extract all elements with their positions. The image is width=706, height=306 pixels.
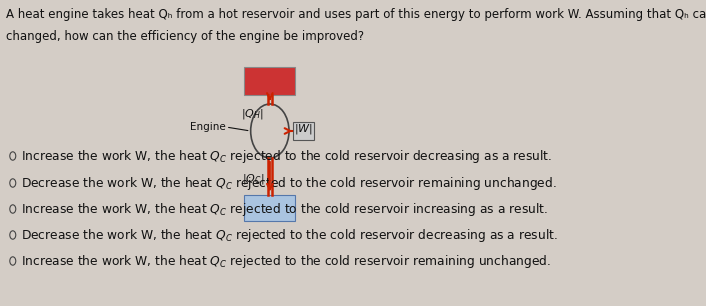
Text: $|Q_C|$: $|Q_C|$ — [241, 172, 264, 186]
Bar — [244, 67, 295, 95]
Text: $|Q_H|$: $|Q_H|$ — [241, 106, 264, 121]
Text: A heat engine takes heat Qₕ from a hot reservoir and uses part of this energy to: A heat engine takes heat Qₕ from a hot r… — [6, 8, 706, 21]
Text: Increase the work W, the heat $Q_C$ rejected to the cold reservoir decreasing as: Increase the work W, the heat $Q_C$ reje… — [21, 147, 552, 165]
Text: Engine: Engine — [190, 122, 226, 132]
Text: Increase the work W, the heat $Q_C$ rejected to the cold reservoir remaining unc: Increase the work W, the heat $Q_C$ reje… — [21, 252, 551, 270]
Text: changed, how can the efficiency of the engine be improved?: changed, how can the efficiency of the e… — [6, 30, 364, 43]
Bar — [244, 195, 295, 221]
Text: $|W|$: $|W|$ — [294, 121, 313, 136]
Circle shape — [251, 104, 289, 158]
Text: Decrease the work W, the heat $Q_C$ rejected to the cold reservoir remaining unc: Decrease the work W, the heat $Q_C$ reje… — [21, 174, 557, 192]
Bar — [292, 122, 314, 140]
Text: Decrease the work W, the heat $Q_C$ rejected to the cold reservoir decreasing as: Decrease the work W, the heat $Q_C$ reje… — [21, 226, 558, 244]
Text: Increase the work W, the heat $Q_C$ rejected to the cold reservoir increasing as: Increase the work W, the heat $Q_C$ reje… — [21, 200, 549, 218]
